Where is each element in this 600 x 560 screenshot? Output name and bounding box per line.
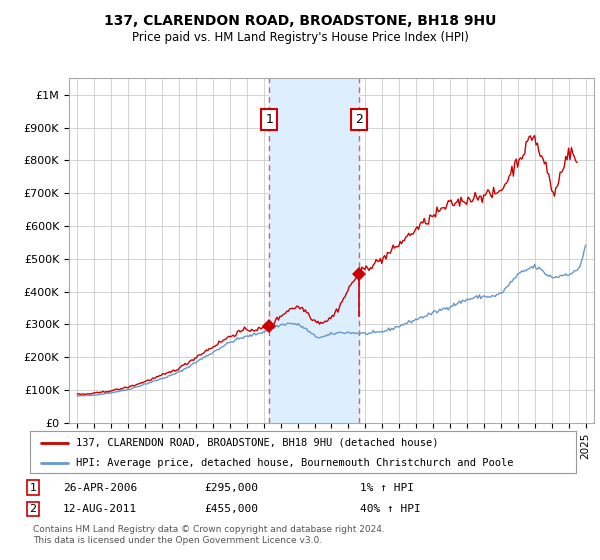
Text: Contains HM Land Registry data © Crown copyright and database right 2024.
This d: Contains HM Land Registry data © Crown c… [33, 525, 385, 545]
Text: 137, CLARENDON ROAD, BROADSTONE, BH18 9HU (detached house): 137, CLARENDON ROAD, BROADSTONE, BH18 9H… [76, 437, 439, 447]
Text: 1% ↑ HPI: 1% ↑ HPI [360, 483, 414, 493]
Text: 26-APR-2006: 26-APR-2006 [63, 483, 137, 493]
Text: 12-AUG-2011: 12-AUG-2011 [63, 504, 137, 514]
Text: 1: 1 [29, 483, 37, 493]
Text: 1: 1 [265, 113, 273, 126]
Text: £455,000: £455,000 [204, 504, 258, 514]
Text: 40% ↑ HPI: 40% ↑ HPI [360, 504, 421, 514]
Text: 2: 2 [355, 113, 363, 126]
Bar [269, 78, 359, 423]
Text: 137, CLARENDON ROAD, BROADSTONE, BH18 9HU: 137, CLARENDON ROAD, BROADSTONE, BH18 9H… [104, 14, 496, 28]
Text: £295,000: £295,000 [204, 483, 258, 493]
Text: 2: 2 [29, 504, 37, 514]
Text: HPI: Average price, detached house, Bournemouth Christchurch and Poole: HPI: Average price, detached house, Bour… [76, 458, 514, 468]
Text: Price paid vs. HM Land Registry's House Price Index (HPI): Price paid vs. HM Land Registry's House … [131, 31, 469, 44]
